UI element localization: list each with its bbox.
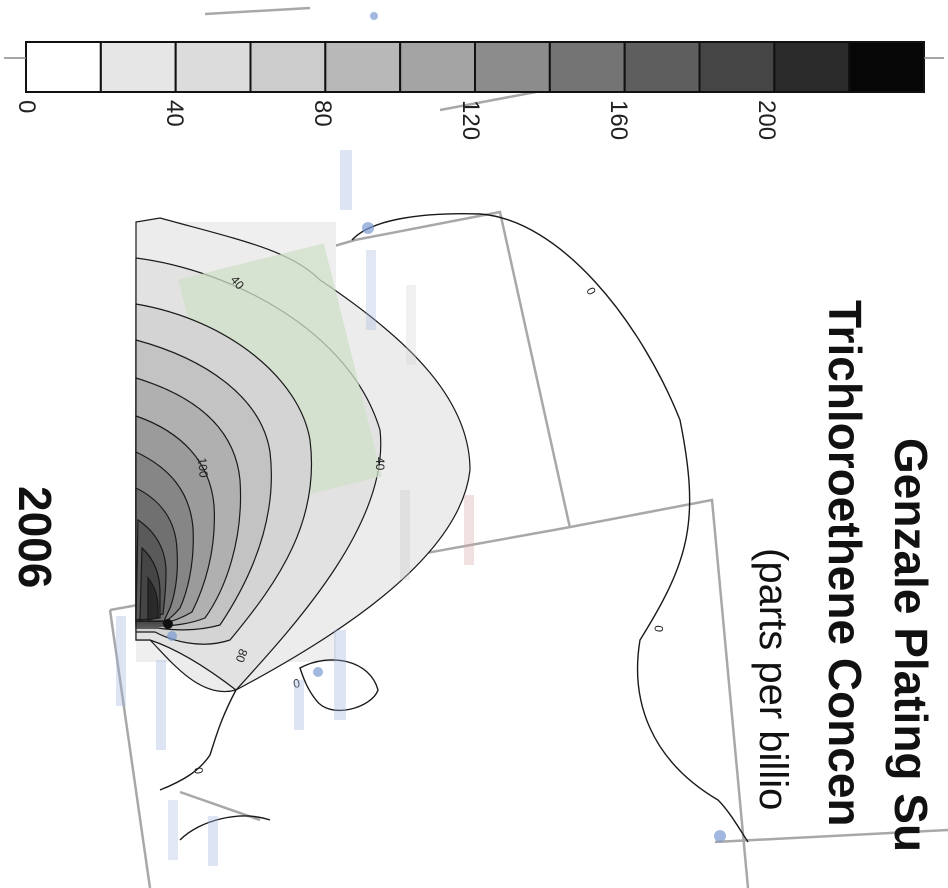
plume-center [163, 619, 173, 629]
well-label-block [208, 816, 218, 866]
well-label-block [116, 616, 126, 706]
contour-label: 0 [583, 285, 599, 298]
map-subtitle: Trichloroethene Concen [819, 300, 871, 827]
legend-bin [324, 41, 402, 93]
legend-colorbar [25, 41, 926, 93]
legend-tick-label: 80 [309, 100, 336, 127]
well-marker [370, 12, 378, 20]
well-label-block [168, 800, 178, 860]
map-units: (parts per billio [751, 548, 795, 811]
contour-label: 0 [651, 625, 666, 633]
well-label-block [334, 630, 346, 720]
legend-bin [399, 41, 476, 93]
contour-220 [147, 576, 159, 621]
legend-tick-label: 120 [457, 100, 484, 141]
legend-bin [474, 41, 551, 93]
legend-bin [249, 41, 327, 93]
legend-bin [548, 41, 626, 93]
plume [135, 217, 471, 693]
map-title: Genzale Plating Su [885, 438, 937, 853]
well-marker [313, 667, 323, 677]
legend-bin [174, 41, 252, 93]
legend-bin [698, 41, 776, 93]
year-label: 2006 [9, 486, 61, 589]
legend-tick-label: 200 [753, 100, 780, 141]
well-label-block [294, 680, 304, 730]
contour-label: 40 [373, 457, 387, 471]
legend-bin [773, 41, 851, 93]
contour-0-outer [351, 213, 749, 843]
well-markers [116, 12, 726, 866]
contour-0-bottom [179, 815, 271, 841]
well-marker [167, 631, 177, 641]
well-label-block [156, 660, 166, 750]
contour-label: 80 [233, 647, 251, 665]
well-label-block [464, 495, 474, 565]
legend-tick-label: 0 [13, 100, 40, 114]
well-marker [714, 830, 726, 842]
legend-bin [848, 41, 926, 93]
contour-label: 0 [292, 676, 301, 691]
legend-bin [99, 41, 177, 93]
well-marker [362, 222, 374, 234]
legend-tick-label: 160 [605, 100, 632, 141]
legend-bin [25, 41, 102, 93]
zero-contours [159, 213, 749, 843]
legend-bin [623, 41, 701, 93]
contour-0-small-loop [299, 659, 379, 712]
contour-0-lower [159, 689, 237, 791]
well-label-block [340, 150, 352, 210]
contour-label: 0 [191, 766, 206, 775]
legend-tick-label: 40 [161, 100, 188, 127]
well-label-block [406, 285, 416, 365]
well-label-block [400, 490, 410, 580]
well-label-block [366, 250, 376, 330]
contour-label: 100 [195, 457, 211, 478]
